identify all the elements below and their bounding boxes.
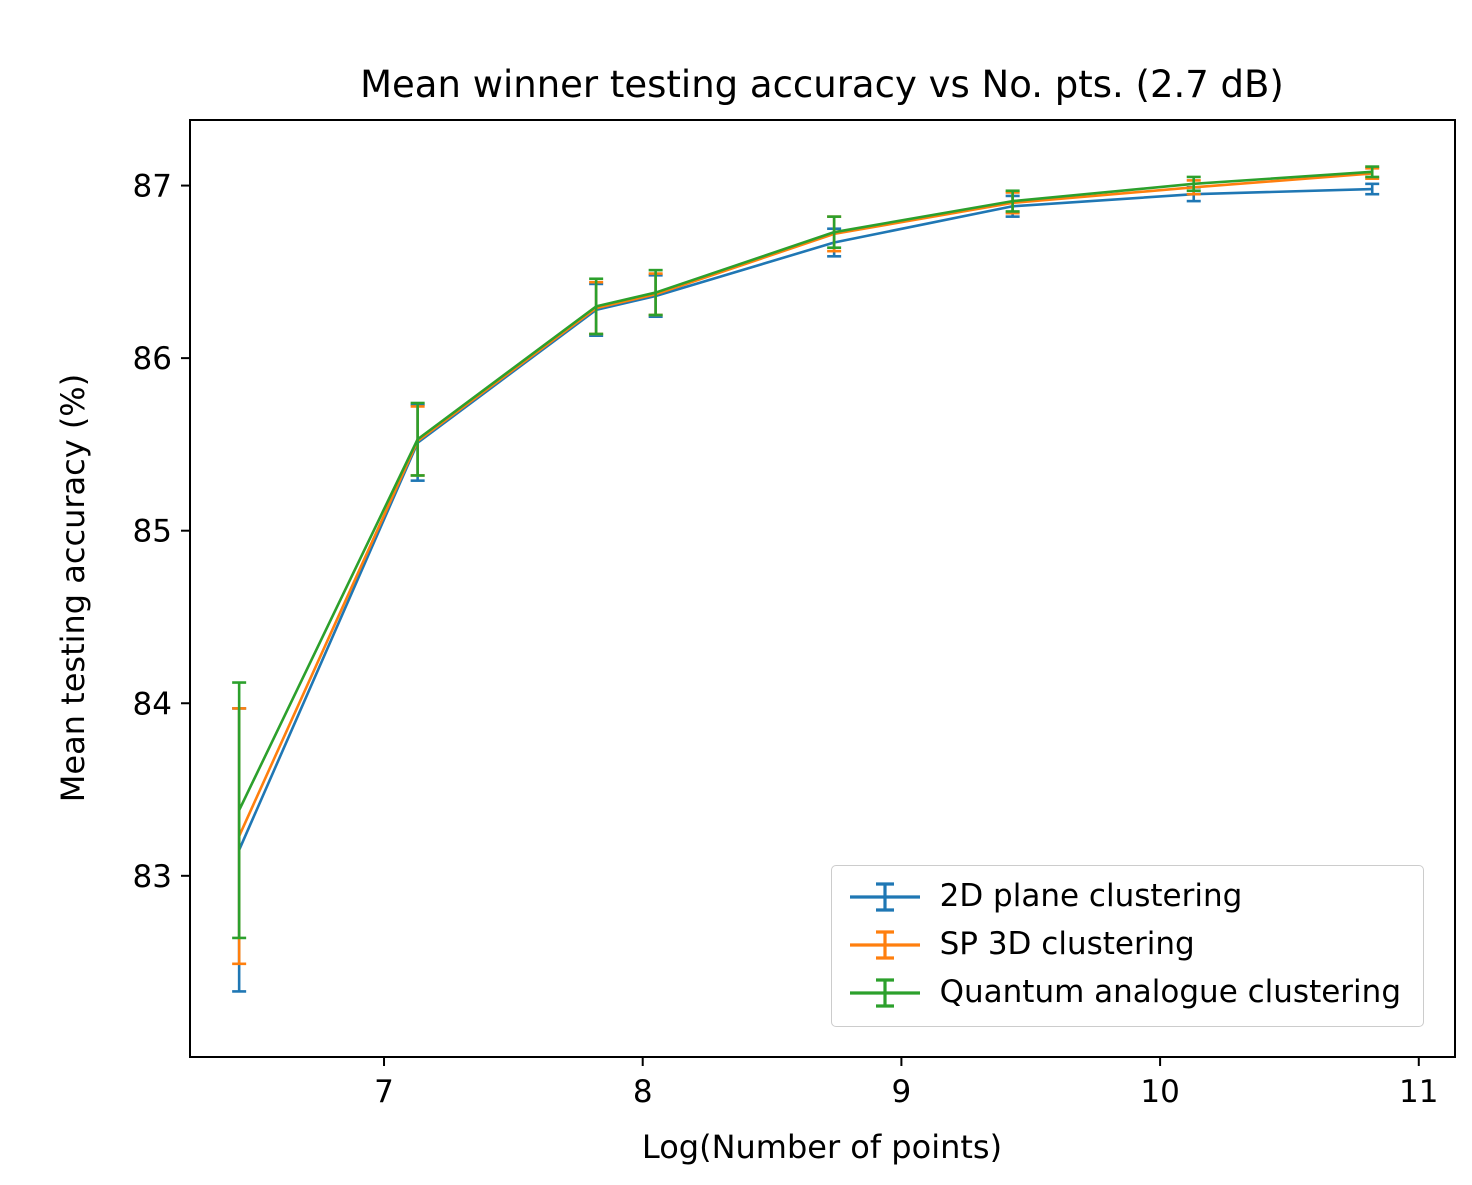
- series-quantum-analogue-clustering: [232, 165, 1380, 940]
- series-sp-3d-clustering: [232, 167, 1380, 966]
- series-line: [237, 172, 1373, 837]
- plot-area: 7 8 9 10 11 83 84 85 86 87: [133, 119, 1456, 1110]
- series-line: [237, 170, 1373, 811]
- legend-item: SP 3D clustering: [848, 924, 1401, 966]
- y-tick-label: 83: [133, 859, 172, 895]
- y-tick-label: 86: [133, 341, 172, 377]
- errorbar-glyph-icon: [849, 882, 920, 912]
- y-tick-label: 84: [133, 686, 172, 722]
- errorbar-glyph-icon: [849, 930, 920, 960]
- chart-title: Mean winner testing accuracy vs No. pts.…: [360, 63, 1284, 106]
- x-tick-label: 7: [374, 1074, 394, 1110]
- errorbar-glyph-icon: [849, 978, 920, 1008]
- x-axis-label: Log(Number of points): [642, 1128, 1002, 1166]
- y-tick-label: 87: [133, 169, 172, 205]
- legend-label: 2D plane clustering: [939, 878, 1243, 915]
- series-line: [237, 187, 1373, 851]
- legend-label: Quantum analogue clustering: [939, 974, 1401, 1011]
- legend-item: 2D plane clustering: [848, 876, 1401, 918]
- x-tick-label: 8: [633, 1074, 653, 1110]
- plot-border: [189, 119, 1456, 1058]
- legend-item: Quantum analogue clustering: [848, 972, 1401, 1014]
- x-tick-label: 9: [892, 1074, 912, 1110]
- x-tick-label: 11: [1399, 1074, 1438, 1110]
- x-tick-label: 10: [1140, 1074, 1179, 1110]
- legend-label: SP 3D clustering: [939, 926, 1195, 963]
- legend: 2D plane clustering SP 3D clustering Quant…: [830, 865, 1424, 1027]
- y-axis-label: Mean testing accuracy (%): [54, 374, 92, 802]
- y-tick-label: 85: [133, 514, 172, 550]
